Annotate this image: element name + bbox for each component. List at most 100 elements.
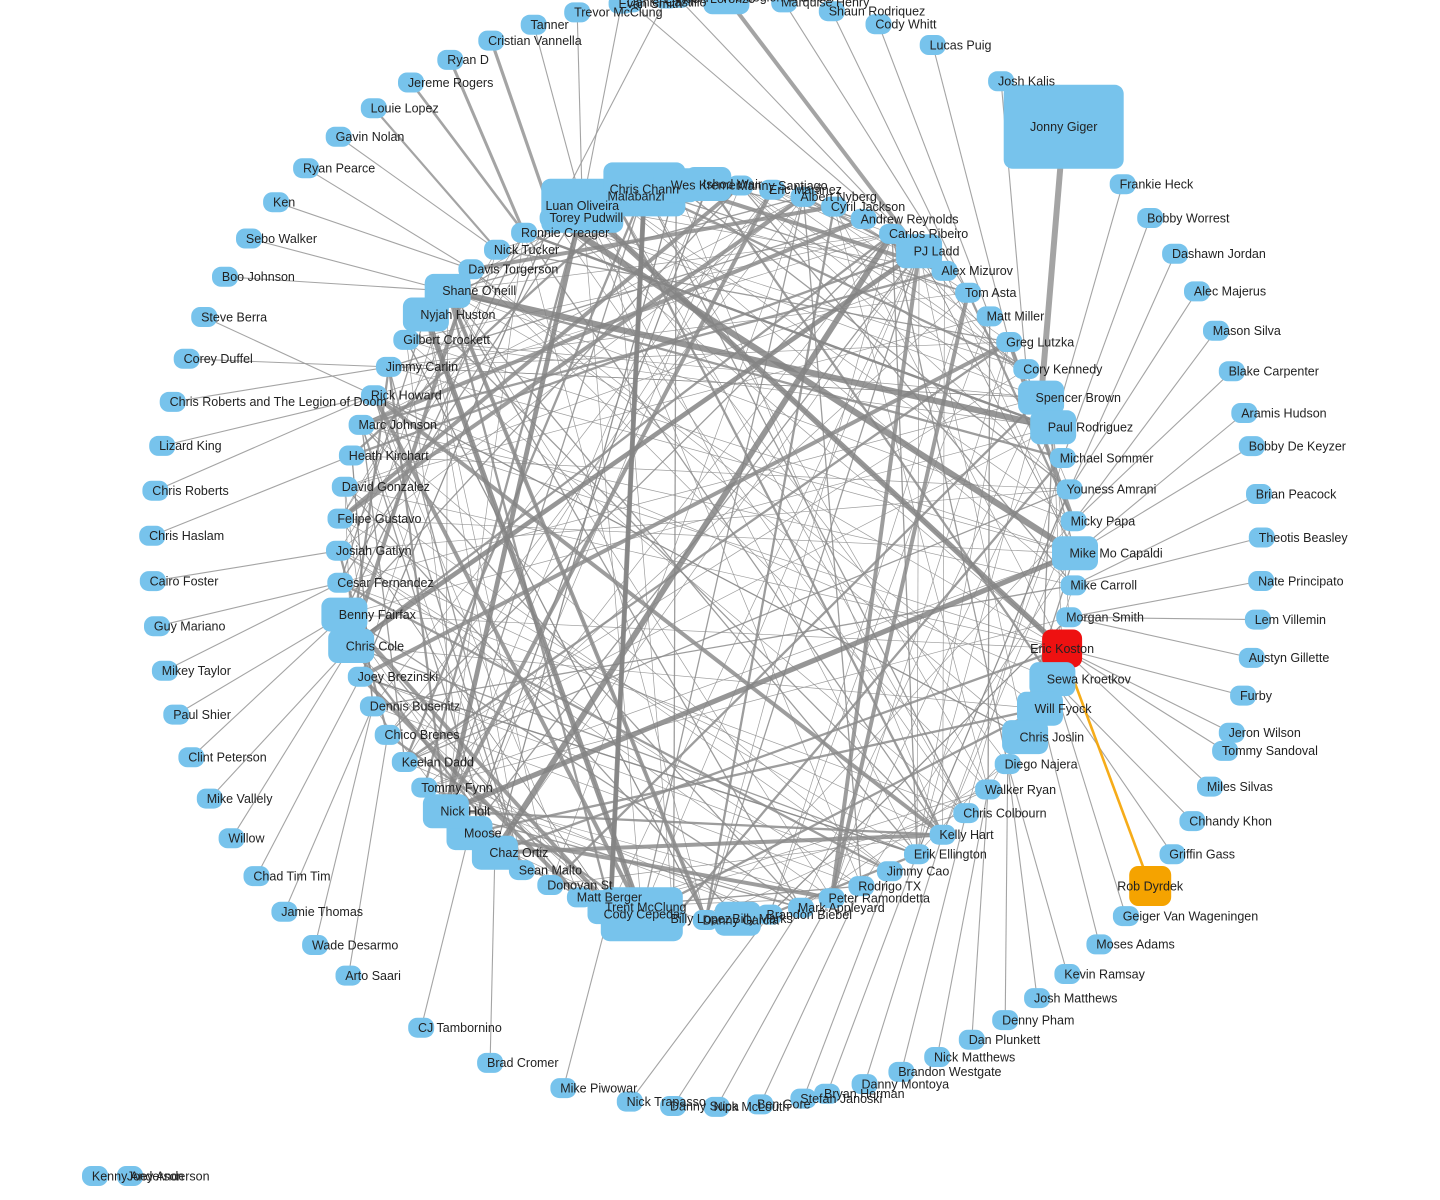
svg-text:Jamie Thomas: Jamie Thomas	[281, 905, 363, 919]
svg-text:Joey Brezinski: Joey Brezinski	[358, 670, 439, 684]
svg-text:Walker Ryan: Walker Ryan	[985, 783, 1056, 797]
svg-text:Alex Mizurov: Alex Mizurov	[941, 264, 1013, 278]
svg-text:Spencer Brown: Spencer Brown	[1036, 391, 1122, 405]
svg-text:Nick Matthews: Nick Matthews	[934, 1050, 1015, 1064]
svg-text:Chris Haslam: Chris Haslam	[149, 529, 224, 543]
svg-text:Ryan D: Ryan D	[447, 53, 489, 67]
svg-text:Tanner: Tanner	[531, 18, 569, 32]
svg-text:Felipe Gustavo: Felipe Gustavo	[337, 512, 421, 526]
svg-text:Clint Peterson: Clint Peterson	[188, 751, 267, 765]
svg-text:PJ Ladd: PJ Ladd	[914, 245, 960, 259]
svg-text:Bobby De Keyzer: Bobby De Keyzer	[1249, 439, 1346, 453]
svg-text:Shaun Rodriquez: Shaun Rodriquez	[829, 5, 926, 19]
svg-text:Diego Najera: Diego Najera	[1005, 757, 1078, 771]
svg-text:Erik Ellington: Erik Ellington	[914, 848, 987, 862]
svg-text:Rob Dyrdek: Rob Dyrdek	[1117, 879, 1184, 893]
svg-text:Carlos Ribeiro: Carlos Ribeiro	[889, 227, 968, 241]
svg-text:Joey Anderson: Joey Anderson	[127, 1169, 210, 1183]
svg-text:Gilbert Crockett: Gilbert Crockett	[403, 333, 490, 347]
svg-text:Josiah Gatlyn: Josiah Gatlyn	[336, 544, 412, 558]
svg-text:Gavin Nolan: Gavin Nolan	[336, 130, 405, 144]
svg-text:Cody Whitt: Cody Whitt	[875, 18, 937, 32]
svg-text:Nate Principato: Nate Principato	[1258, 574, 1344, 588]
svg-text:Ronnie Creager: Ronnie Creager	[521, 226, 609, 240]
svg-text:David Gonzalez: David Gonzalez	[342, 480, 430, 494]
svg-text:Mike Piwowar: Mike Piwowar	[560, 1081, 637, 1095]
svg-text:Heath Kirchart: Heath Kirchart	[349, 449, 429, 463]
svg-text:Stefan Janoski: Stefan Janoski	[800, 1092, 882, 1106]
svg-text:Chris Cole: Chris Cole	[346, 639, 404, 653]
svg-text:Theotis Beasley: Theotis Beasley	[1259, 531, 1349, 545]
svg-text:Jimmy Cao: Jimmy Cao	[887, 865, 950, 879]
svg-text:Chico Brenes: Chico Brenes	[385, 728, 460, 742]
svg-text:Willow: Willow	[228, 832, 265, 846]
svg-text:Sebo Walker: Sebo Walker	[246, 232, 317, 246]
svg-text:Lucas Puig: Lucas Puig	[930, 38, 992, 52]
svg-text:Greg Lutzka: Greg Lutzka	[1006, 335, 1074, 349]
svg-text:Cristian Vannella: Cristian Vannella	[488, 34, 582, 48]
svg-text:Eric Koston: Eric Koston	[1030, 642, 1094, 656]
svg-text:Andrew Reynolds: Andrew Reynolds	[861, 212, 959, 226]
svg-text:Nick Trapasso: Nick Trapasso	[627, 1095, 706, 1109]
svg-text:Blake Carpenter: Blake Carpenter	[1229, 365, 1319, 379]
svg-text:Chaz Ortiz: Chaz Ortiz	[489, 846, 548, 860]
svg-text:Davis Torgerson: Davis Torgerson	[468, 263, 558, 277]
svg-text:Josh Matthews: Josh Matthews	[1034, 991, 1117, 1005]
svg-text:Chhandy Khon: Chhandy Khon	[1189, 814, 1272, 828]
svg-text:Bobby Worrest: Bobby Worrest	[1147, 211, 1230, 225]
svg-text:Tyler I: Tyler I	[675, 0, 709, 5]
svg-text:Torey Pudwill: Torey Pudwill	[550, 211, 624, 225]
svg-text:Cory Kennedy: Cory Kennedy	[1023, 362, 1103, 376]
svg-text:Lizard King: Lizard King	[159, 439, 222, 453]
svg-text:Alec Majerus: Alec Majerus	[1194, 285, 1266, 299]
svg-text:Keelan Dadd: Keelan Dadd	[402, 755, 474, 769]
svg-text:Denny Pham: Denny Pham	[1002, 1013, 1074, 1027]
svg-text:Aramis Hudson: Aramis Hudson	[1241, 406, 1326, 420]
svg-text:Ryan Pearce: Ryan Pearce	[303, 162, 375, 176]
svg-text:Nick Holt: Nick Holt	[440, 805, 491, 819]
svg-text:Tommy Sandoval: Tommy Sandoval	[1222, 744, 1318, 758]
svg-text:Arto Saari: Arto Saari	[345, 969, 401, 983]
svg-text:Dan Plunkett: Dan Plunkett	[969, 1033, 1041, 1047]
svg-text:Griffin Gass: Griffin Gass	[1169, 848, 1235, 862]
svg-text:Michael Sommer: Michael Sommer	[1060, 451, 1154, 465]
svg-text:Corey Duffel: Corey Duffel	[184, 352, 253, 366]
svg-text:Will Fyock: Will Fyock	[1035, 702, 1093, 716]
svg-text:Kevin Ramsay: Kevin Ramsay	[1064, 967, 1145, 981]
svg-text:Matt Berger: Matt Berger	[577, 891, 642, 905]
svg-text:Paul Shier: Paul Shier	[173, 708, 231, 722]
svg-text:Frankie Heck: Frankie Heck	[1120, 178, 1194, 192]
svg-text:Sean Malto: Sean Malto	[519, 863, 582, 877]
svg-text:Marc Johnson: Marc Johnson	[359, 418, 438, 432]
svg-text:Brad Cromer: Brad Cromer	[487, 1056, 559, 1070]
svg-text:Wade Desarmo: Wade Desarmo	[312, 938, 398, 952]
svg-text:Morgan Smith: Morgan Smith	[1066, 611, 1144, 625]
svg-text:Sewa Kroetkov: Sewa Kroetkov	[1047, 672, 1132, 686]
svg-text:Kelly Hart: Kelly Hart	[939, 828, 994, 842]
svg-text:Chris Chann: Chris Chann	[610, 183, 680, 197]
svg-text:Dashawn Jordan: Dashawn Jordan	[1172, 247, 1266, 261]
svg-text:Benny Fairfax: Benny Fairfax	[339, 608, 417, 622]
svg-text:Dennis Busenitz: Dennis Busenitz	[370, 700, 460, 714]
svg-text:Nyjah Huston: Nyjah Huston	[420, 308, 495, 322]
svg-text:Jimmy Carlin: Jimmy Carlin	[386, 360, 458, 374]
svg-text:Paul Rodriguez: Paul Rodriguez	[1048, 421, 1133, 435]
svg-text:Brian Peacock: Brian Peacock	[1256, 487, 1337, 501]
svg-text:Mikey Taylor: Mikey Taylor	[162, 664, 231, 678]
svg-text:Mike Mo Capaldi: Mike Mo Capaldi	[1070, 547, 1163, 561]
svg-text:Mason Silva: Mason Silva	[1213, 324, 1281, 338]
svg-text:Geiger Van Wageningen: Geiger Van Wageningen	[1123, 909, 1259, 923]
svg-text:Mike Vallely: Mike Vallely	[207, 792, 274, 806]
svg-text:Nick Tucker: Nick Tucker	[494, 243, 559, 257]
svg-text:Donovan St: Donovan St	[547, 878, 613, 892]
svg-text:Chris Joslin: Chris Joslin	[1020, 730, 1085, 744]
svg-text:Louie Lopez: Louie Lopez	[371, 102, 439, 116]
svg-text:Lem Villemin: Lem Villemin	[1255, 613, 1326, 627]
svg-text:Steve Berra: Steve Berra	[201, 310, 267, 324]
svg-text:Chris Roberts: Chris Roberts	[152, 484, 228, 498]
svg-text:Micky Papa: Micky Papa	[1071, 515, 1136, 529]
svg-text:Cairo Foster: Cairo Foster	[150, 574, 219, 588]
svg-text:Boo Johnson: Boo Johnson	[222, 270, 295, 284]
svg-text:Cesar Fernandez: Cesar Fernandez	[337, 576, 434, 590]
svg-text:Matt Miller: Matt Miller	[987, 310, 1045, 324]
